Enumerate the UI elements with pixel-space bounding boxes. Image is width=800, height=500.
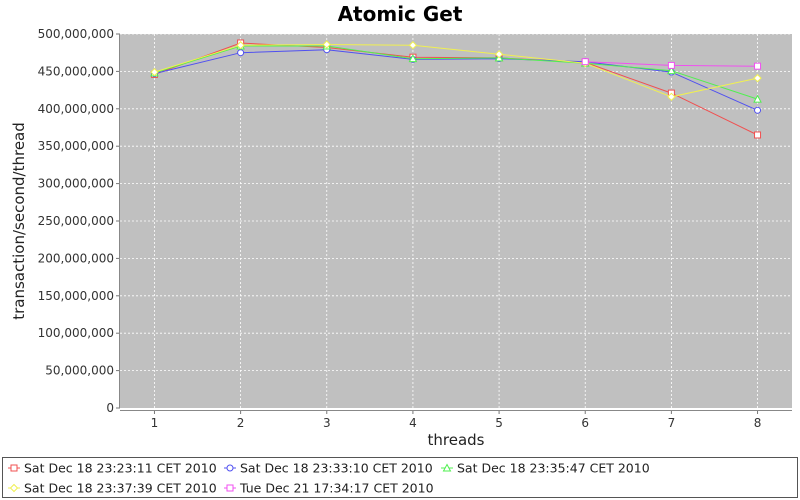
legend-item: Tue Dec 21 17:34:17 CET 2010 xyxy=(224,481,434,496)
legend-box xyxy=(2,457,798,498)
x-tick-label: 3 xyxy=(323,416,331,430)
data-point xyxy=(667,66,676,75)
legend-marker xyxy=(226,484,234,492)
data-point xyxy=(408,54,418,63)
data-point xyxy=(754,62,762,70)
y-tick-label: 250,000,000 xyxy=(38,214,114,228)
data-point xyxy=(237,49,245,57)
legend-label: Sat Dec 18 23:35:47 CET 2010 xyxy=(457,461,650,476)
data-point xyxy=(236,41,245,50)
data-point xyxy=(754,106,762,114)
y-tick-label: 450,000,000 xyxy=(38,64,114,78)
legend-marker xyxy=(442,463,452,472)
data-point xyxy=(408,41,418,50)
data-point xyxy=(667,92,676,102)
x-tick-label: 7 xyxy=(668,416,676,430)
chart-title: Atomic Get xyxy=(338,2,463,26)
legend-item: Sat Dec 18 23:23:11 CET 2010 xyxy=(8,461,217,476)
legend-label: Sat Dec 18 23:23:11 CET 2010 xyxy=(24,461,217,476)
y-tick-label: 400,000,000 xyxy=(38,102,114,116)
y-tick-label: 300,000,000 xyxy=(38,177,114,191)
data-point xyxy=(753,94,762,103)
y-tick-label: 200,000,000 xyxy=(38,251,114,265)
legend-marker xyxy=(226,464,234,472)
y-tick-label: 150,000,000 xyxy=(38,289,114,303)
series-4 xyxy=(150,40,762,102)
x-tick-label: 6 xyxy=(581,416,589,430)
legend-label: Tue Dec 21 17:34:17 CET 2010 xyxy=(239,481,434,496)
grid-layer xyxy=(120,33,792,408)
x-tick-label: 1 xyxy=(151,416,159,430)
legend-label: Sat Dec 18 23:33:10 CET 2010 xyxy=(240,461,433,476)
series-line xyxy=(154,43,758,98)
series-5 xyxy=(581,58,762,70)
x-tick-label: 8 xyxy=(754,416,762,430)
data-point xyxy=(581,58,589,66)
legend-item: Sat Dec 18 23:33:10 CET 2010 xyxy=(224,461,433,476)
y-axis: 0 50,000,000 100,000,000 150,000,000 200,000… xyxy=(38,27,120,415)
data-point xyxy=(494,49,504,59)
x-axis-label: threads xyxy=(428,431,485,449)
y-tick-label: 350,000,000 xyxy=(38,139,114,153)
data-point xyxy=(754,131,762,139)
series-line xyxy=(154,45,758,100)
series-line xyxy=(154,42,758,136)
legend-item: Sat Dec 18 23:35:47 CET 2010 xyxy=(441,461,650,476)
legend-label: Sat Dec 18 23:37:39 CET 2010 xyxy=(24,481,217,496)
data-point xyxy=(753,73,762,83)
legend: Sat Dec 18 23:23:11 CET 2010 Sat Dec 18 2… xyxy=(8,461,650,496)
data-point xyxy=(322,40,331,49)
legend-marker xyxy=(9,483,19,493)
legend-item: Sat Dec 18 23:37:39 CET 2010 xyxy=(8,481,217,496)
y-tick-label: 0 xyxy=(106,401,114,415)
x-tick-label: 5 xyxy=(495,416,503,430)
series-line xyxy=(154,49,758,111)
y-tick-label: 100,000,000 xyxy=(38,326,114,340)
x-tick-label: 4 xyxy=(409,416,417,430)
data-point xyxy=(150,67,159,77)
legend-marker xyxy=(10,464,18,472)
x-tick-label: 2 xyxy=(237,416,245,430)
y-tick-label: 50,000,000 xyxy=(45,364,114,378)
data-point xyxy=(667,61,675,69)
x-axis: 1 2 3 4 5 6 7 8 xyxy=(120,410,792,430)
series-layer xyxy=(150,39,762,139)
y-tick-label: 500,000,000 xyxy=(38,27,114,41)
y-axis-label: transaction/second/thread xyxy=(10,122,28,320)
